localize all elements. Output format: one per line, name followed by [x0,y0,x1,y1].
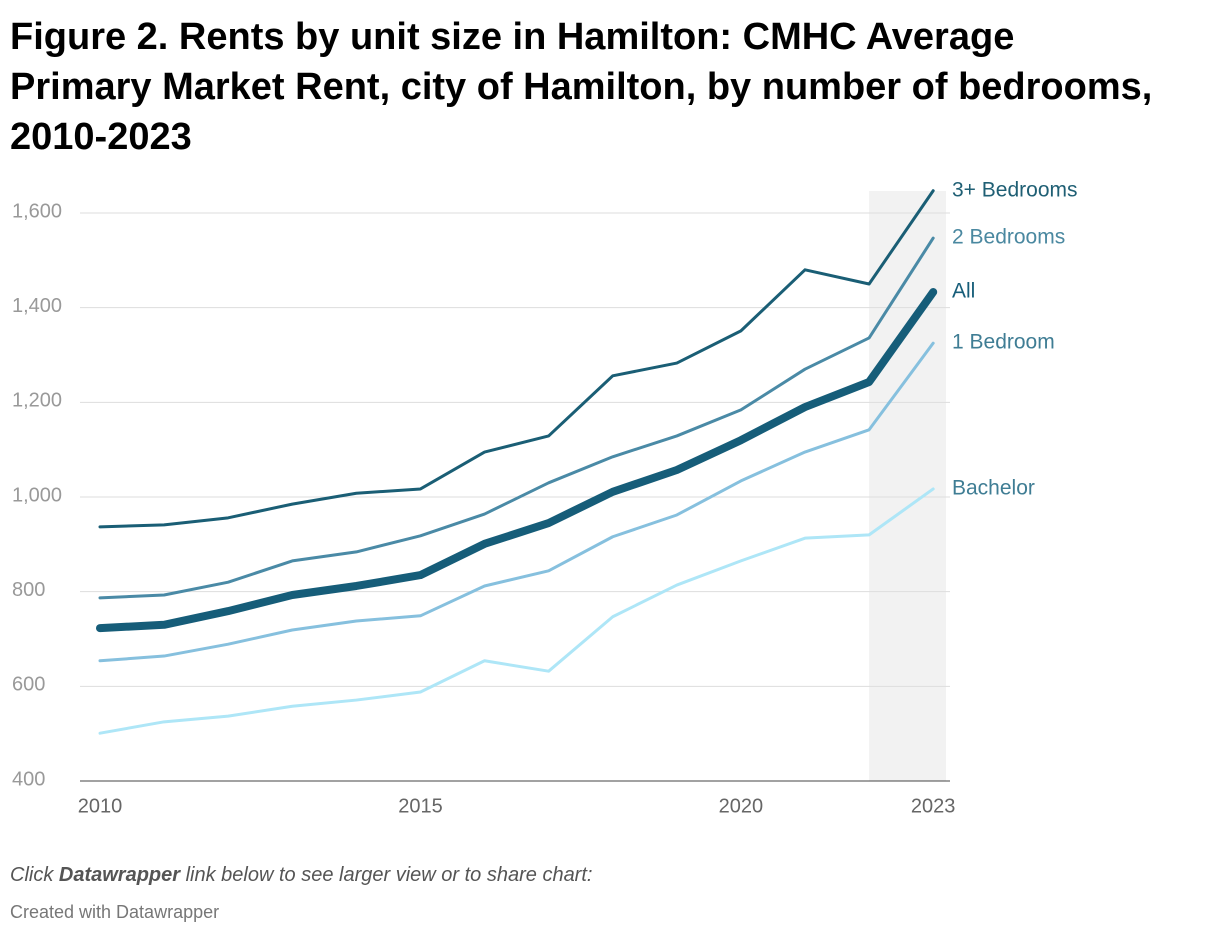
y-tick-label: 1,000 [12,484,62,506]
x-tick-label: 2010 [78,795,123,817]
note-text: link below to see larger view or to shar… [180,864,592,886]
note-text: Click [10,864,59,886]
y-tick-label: 600 [12,674,45,696]
series-label: 3+ Bedrooms [952,178,1078,201]
series-label: Bachelor [952,477,1035,500]
x-tick-label: 2015 [398,795,443,817]
y-tick-label: 1,200 [12,390,62,412]
series-line [98,236,935,600]
series-label: 2 Bedrooms [952,226,1065,249]
credit: Created with Datawrapper [10,902,219,922]
series-line [98,487,935,735]
y-tick-label: 1,600 [12,200,62,222]
y-tick-label: 400 [12,768,45,790]
series-label: 1 Bedroom [952,331,1055,354]
y-tick-label: 1,400 [12,295,62,317]
x-tick-label: 2020 [719,795,764,817]
x-tick-label: 2023 [911,795,956,817]
series-label: All [952,280,975,303]
y-tick-label: 800 [12,579,45,601]
plot: 400 600 800 1,000 1,200 1,400 1,600 2010 2015 202… [12,178,1078,817]
series-line [98,341,935,663]
series-line [96,288,938,633]
note-link: Datawrapper [59,864,181,886]
chart-title: Figure 2. Rents by unit size in Hamilton… [10,16,1153,158]
note: Click Datawrapper link below to see larg… [10,864,592,886]
series-line [98,189,935,529]
